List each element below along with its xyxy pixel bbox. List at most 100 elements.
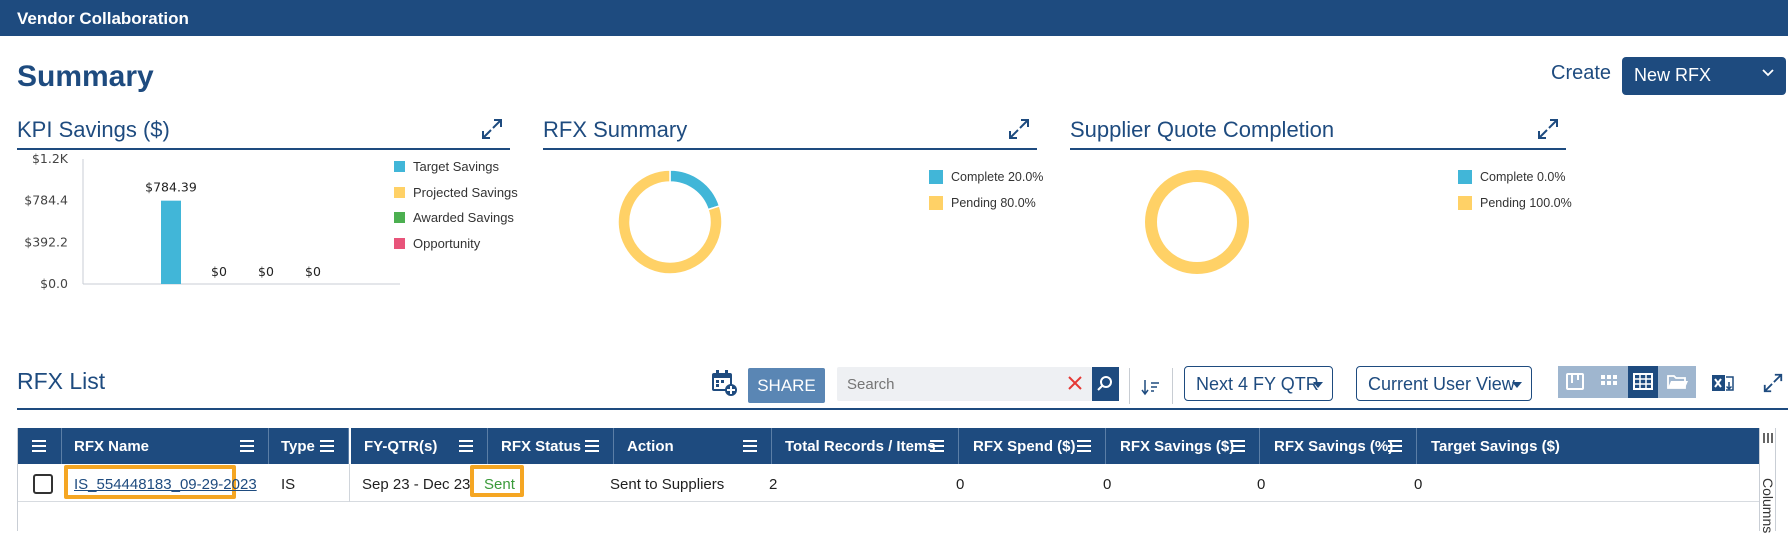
legend-swatch [394,212,405,223]
column-label: RFX Status [501,438,582,455]
new-rfx-label: New RFX [1634,65,1712,85]
columns-panel-label: Columns [1760,478,1776,533]
expand-icon[interactable] [480,117,504,141]
expand-icon[interactable] [1536,117,1560,141]
donut-slice[interactable] [617,169,723,275]
legend-label: Target Savings [413,159,499,174]
column-header-action[interactable]: Action [614,428,772,464]
folder-view-button[interactable] [1662,366,1692,398]
column-header-rfx-name[interactable]: RFX Name [62,428,269,464]
clear-icon[interactable] [1066,374,1084,392]
legend-label: Projected Savings [413,184,518,200]
target-savings-cell: 0 [1414,476,1423,493]
column-label: RFX Savings ($) [1120,438,1235,455]
donut-slice[interactable] [1145,170,1249,274]
toolbar-divider [1172,368,1173,404]
menu-icon[interactable] [743,440,757,452]
legend-item[interactable]: Projected Savings [394,185,518,200]
column-header-rfx-status[interactable]: RFX Status [488,428,614,464]
column-header-fy-qtr[interactable]: FY-QTR(s) [349,428,488,464]
legend-swatch [1458,170,1472,184]
kanban-view-button[interactable] [1560,366,1590,398]
column-header-rfx-savings-pct[interactable]: RFX Savings (%) [1260,428,1417,464]
new-rfx-dropdown[interactable]: New RFX [1622,57,1786,95]
legend-label: Complete 20.0% [951,170,1044,184]
tile-view-button[interactable] [1594,366,1624,398]
legend-item[interactable]: Opportunity [394,236,480,251]
menu-icon[interactable] [1231,440,1245,452]
column-header-rfx-savings[interactable]: RFX Savings ($) [1106,428,1260,464]
rfx-savings-pct-cell: 0 [1257,476,1266,493]
kpi-savings-chart: $0.0 $392.2 $784.4 $1.2K $784.39 $0 $0 $0 [24,151,400,291]
share-button[interactable]: SHARE [748,368,825,403]
column-header-total-records[interactable]: Total Records / Items [772,428,959,464]
menu-icon[interactable] [1077,440,1091,452]
calendar-add-icon[interactable] [710,368,738,398]
fy-quarter-filter[interactable]: Next 4 FY QTR [1184,366,1333,401]
action-cell: Sent to Suppliers [610,476,725,493]
rfx-savings-cell: 0 [1103,476,1112,493]
columns-side-panel[interactable]: Columns [1759,428,1776,533]
column-header-target-savings[interactable]: Target Savings ($) [1417,428,1759,464]
y-tick-label: $1.2K [32,151,69,166]
tiles-icon [1601,375,1617,385]
rfx-summary-panel-header: RFX Summary [543,114,1037,150]
view-filter-value: Current User View [1368,374,1515,394]
menu-icon[interactable] [459,440,473,452]
donut-slice[interactable] [669,169,721,211]
rfx-grid: RFX Name Type FY-QTR(s) RFX Status Actio… [17,428,1776,533]
bar[interactable] [161,200,181,284]
excel-export-icon[interactable] [1711,371,1735,395]
grid-view-button[interactable] [1628,366,1658,398]
row-checkbox[interactable] [33,474,53,494]
y-tick-label: $0.0 [40,276,68,291]
legend-label: Complete 0.0% [1480,170,1566,184]
legend-item[interactable]: Pending 100.0% [1458,196,1572,210]
menu-icon[interactable] [930,440,944,452]
data-label: $0 [305,264,321,279]
legend-item[interactable]: Awarded Savings [394,210,514,225]
total-records-cell: 2 [769,476,778,493]
menu-icon[interactable] [585,440,599,452]
legend-label: Awarded Savings [413,210,514,225]
menu-icon[interactable] [320,440,334,452]
legend-swatch [394,237,405,249]
column-label: Target Savings ($) [1431,438,1560,455]
rfx-summary-donut [617,169,723,275]
menu-icon[interactable] [240,440,254,452]
select-column-header[interactable] [18,428,62,464]
legend-label: Pending 100.0% [1480,196,1572,210]
rfx-list-title: RFX List [17,368,106,394]
column-header-type[interactable]: Type [269,428,349,464]
search-input[interactable] [837,367,1057,401]
column-header-rfx-spend[interactable]: RFX Spend ($) [959,428,1106,464]
legend-item[interactable]: Complete 0.0% [1458,170,1565,184]
data-label: $0 [211,264,227,279]
columns-icon [1763,433,1773,443]
sort-icon[interactable] [1141,377,1161,397]
view-filter[interactable]: Current User View [1356,366,1532,401]
app-title-bar: Vendor Collaboration [0,0,1788,36]
status-badge: Sent [484,476,515,493]
data-label: $784.39 [145,180,197,195]
legend-swatch [394,186,405,198]
legend-swatch [929,170,943,184]
menu-icon[interactable] [1388,440,1402,452]
table-row[interactable]: IS_554448183_09-29-2023 IS Sep 23 - Dec … [18,464,1759,502]
legend-item[interactable]: Target Savings [394,159,499,174]
supplier-quote-donut [1145,170,1249,274]
search-button[interactable] [1092,367,1119,401]
legend-item[interactable]: Complete 20.0% [929,170,1043,184]
rfx-summary-title: RFX Summary [543,117,688,142]
expand-icon[interactable] [1007,117,1031,141]
legend-swatch [929,196,943,210]
expand-icon[interactable] [1762,372,1784,394]
search-field [837,367,1092,401]
type-cell: IS [281,476,296,493]
supplier-quote-title: Supplier Quote Completion [1070,117,1335,142]
table-icon [1633,373,1653,390]
kpi-savings-title: KPI Savings ($) [17,117,170,142]
rfx-name-link[interactable]: IS_554448183_09-29-2023 [74,464,257,502]
column-label: Type [281,438,315,455]
legend-item[interactable]: Pending 80.0% [929,196,1036,210]
